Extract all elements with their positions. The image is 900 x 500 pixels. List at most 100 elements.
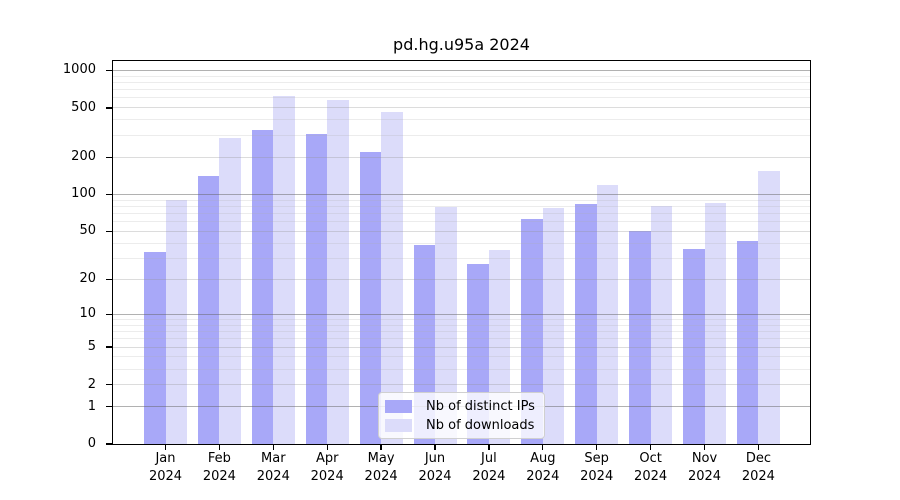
gridline-major (113, 313, 810, 315)
bar-downloads-nov (704, 202, 726, 444)
y-axis-tick (106, 383, 112, 386)
gridline-minor (113, 97, 810, 99)
x-label-month: Oct (639, 451, 662, 466)
legend-item-downloads: Nb of downloads (379, 416, 544, 435)
x-axis-label: Feb 2024 (187, 450, 251, 486)
y-axis-label: 1 (87, 398, 96, 414)
y-axis-tick (106, 156, 112, 158)
bar-downloads-jan (165, 200, 187, 444)
y-axis-tick (106, 69, 112, 72)
bar-ips-may (359, 152, 382, 444)
x-axis-tick (542, 445, 544, 450)
x-label-year: 2024 (148, 469, 183, 484)
bar-ips-jan (144, 251, 166, 444)
x-label-month: Feb (207, 451, 231, 466)
y-axis-tick (106, 443, 112, 445)
gridline-major (113, 193, 810, 195)
gridline-minor (113, 242, 810, 244)
bar-downloads-dec (758, 170, 780, 444)
gridline-minor (113, 212, 810, 214)
x-label-year: 2024 (634, 469, 668, 484)
bar-downloads-feb (219, 138, 241, 444)
y-axis-tick (106, 346, 112, 348)
x-axis-tick (380, 445, 382, 450)
gridline-minor (113, 356, 810, 358)
x-label-month: Jun (424, 451, 446, 466)
y-axis-label: 0 (87, 436, 96, 451)
x-axis-label: Apr 2024 (295, 450, 359, 486)
x-axis-tick (164, 445, 167, 450)
y-axis-tick (106, 313, 112, 316)
y-axis-tick (106, 107, 112, 109)
y-axis-label: 10 (79, 306, 96, 322)
gridline (113, 384, 810, 386)
bar-ips-mar (251, 130, 274, 444)
x-label-year: 2024 (418, 469, 452, 484)
bar-downloads-aug (542, 207, 565, 444)
legend-swatch-downloads-icon (385, 419, 412, 432)
x-label-year: 2024 (526, 469, 560, 484)
bar-downloads-mar (273, 96, 295, 444)
x-axis-tick (703, 445, 706, 450)
gridline-minor (113, 331, 810, 333)
gridline-minor (113, 324, 810, 326)
x-label-month: Sep (584, 451, 609, 466)
gridline (113, 230, 810, 232)
x-label-year: 2024 (202, 469, 236, 484)
x-axis-label: May 2024 (349, 450, 413, 486)
x-label-month: Jul (481, 451, 497, 466)
x-label-year: 2024 (256, 469, 290, 484)
y-axis-label: 5 (87, 339, 96, 355)
gridline (113, 156, 810, 158)
x-label-month: Nov (691, 451, 718, 466)
bar-ips-nov (683, 248, 705, 444)
x-axis-tick (488, 445, 490, 450)
gridline-minor (113, 205, 810, 207)
gridline-minor (113, 221, 810, 223)
chart-title: pd.hg.u95a 2024 (393, 35, 530, 54)
y-axis-label: 100 (71, 186, 96, 202)
x-axis-label: Jun 2024 (403, 450, 467, 486)
bar-ips-aug (521, 219, 543, 444)
x-axis-label: Jul 2024 (457, 450, 521, 486)
x-label-year: 2024 (364, 469, 398, 484)
x-axis-label: Mar 2024 (241, 450, 305, 486)
gridline (113, 107, 810, 109)
x-label-month: Mar (261, 451, 286, 466)
y-axis-label: 50 (79, 223, 96, 239)
y-axis-label: 500 (71, 99, 96, 115)
x-label-year: 2024 (580, 469, 614, 484)
gridline (113, 346, 810, 348)
legend: Nb of distinct IPs Nb of downloads (378, 392, 545, 439)
x-label-year: 2024 (687, 469, 722, 484)
x-label-month: Dec (745, 451, 771, 466)
x-axis-label: Oct 2024 (619, 450, 683, 486)
y-axis-label: 20 (79, 271, 96, 287)
y-axis-tick (106, 193, 112, 196)
x-axis-label: Jan 2024 (134, 450, 198, 486)
bar-ips-feb (197, 176, 220, 444)
bar-ips-sep (575, 203, 597, 444)
x-axis-tick (757, 445, 760, 450)
gridline-minor (113, 318, 810, 320)
bar-ips-dec (736, 240, 759, 444)
gridline-minor (113, 338, 810, 340)
gridline-minor (113, 199, 810, 201)
x-axis-label: Dec 2024 (726, 450, 790, 486)
x-label-month: May (367, 451, 395, 466)
x-label-year: 2024 (472, 469, 506, 484)
gridline-minor (113, 81, 810, 83)
legend-label-ips: Nb of distinct IPs (426, 399, 535, 414)
x-axis-tick (272, 445, 274, 450)
legend-label-downloads: Nb of downloads (426, 418, 535, 433)
gridline-minor (113, 89, 810, 91)
x-axis-label: Sep 2024 (565, 450, 629, 486)
x-label-month: Aug (530, 451, 556, 466)
gridline-minor (113, 134, 810, 136)
gridline-minor (113, 119, 810, 121)
y-axis-tick (106, 230, 112, 233)
bar-downloads-jun (435, 207, 457, 444)
x-axis-label: Nov 2024 (673, 450, 737, 486)
y-axis-tick (106, 278, 112, 281)
